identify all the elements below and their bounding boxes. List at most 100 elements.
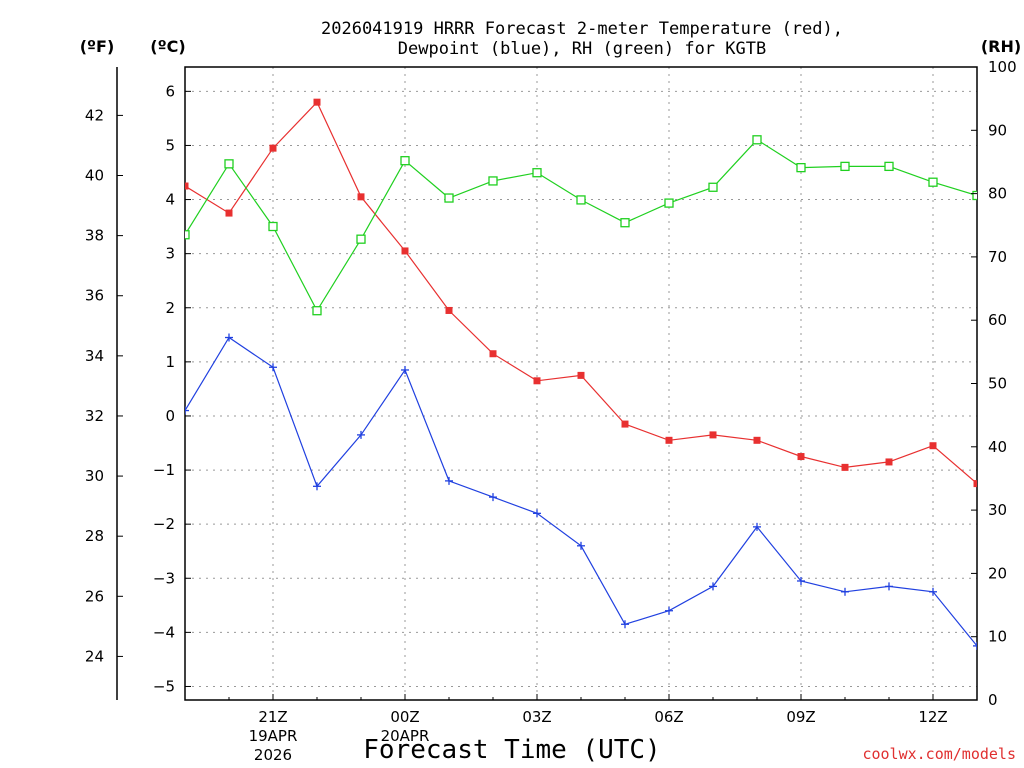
rh-point [312, 306, 322, 316]
x-tick-label: 03Z [522, 708, 551, 726]
temperature-point [753, 436, 761, 444]
rh-point [928, 177, 938, 187]
dewpoint-point [357, 430, 365, 439]
chart-title-line-1: 2026041919 HRRR Forecast 2-meter Tempera… [321, 19, 843, 39]
rh-tick-label: 90 [988, 121, 1007, 139]
rh-tick-label: 80 [988, 185, 1007, 203]
temperature-point [401, 247, 409, 255]
rh-point [185, 230, 190, 240]
rh-point [708, 182, 718, 192]
series-temperature [185, 98, 977, 488]
x-tick-label: 21Z [258, 708, 287, 726]
celsius-tick-label: −1 [153, 461, 175, 479]
dewpoint-point [621, 620, 629, 629]
rh-tick-label: 60 [988, 311, 1007, 329]
rh-tick-label: 50 [988, 375, 1007, 393]
x-tick-label: 06Z [654, 708, 683, 726]
fahrenheit-tick-label: 36 [85, 287, 104, 305]
dewpoint-point [885, 582, 893, 591]
rh-point [400, 156, 410, 166]
temperature-point [533, 377, 541, 385]
series-line-rh [185, 139, 977, 312]
dewpoint-point [709, 582, 717, 591]
fahrenheit-tick-label: 32 [85, 407, 104, 425]
chart-title-line-2: Dewpoint (blue), RH (green) for KGTB [398, 39, 766, 59]
x-tick-label: 00Z [390, 708, 419, 726]
temperature-point [313, 98, 321, 106]
x-axis-title: Forecast Time (UTC) [363, 735, 660, 765]
dewpoint-point [973, 641, 977, 650]
rh-tick-label: 10 [988, 628, 1007, 646]
credit-text: coolwx.com/models [862, 745, 1016, 763]
series-line-temperature [185, 101, 977, 485]
celsius-tick-label: −4 [153, 623, 175, 641]
rh-tick-label: 30 [988, 501, 1007, 519]
dewpoint-point [797, 576, 805, 585]
rh-point [972, 190, 977, 201]
plot-area-frame [184, 66, 978, 701]
series-line-dewpoint [185, 336, 977, 647]
dewpoint-point [445, 476, 453, 485]
x-tick-label: 12Z [918, 708, 947, 726]
rh-point [576, 195, 586, 205]
temperature-point [841, 463, 849, 471]
celsius-tick-label: −2 [153, 515, 175, 533]
rh-tick-label: 70 [988, 248, 1007, 266]
dewpoint-point [489, 493, 497, 502]
rh-point [224, 159, 234, 169]
temperature-point [929, 442, 937, 450]
dewpoint-point [665, 606, 673, 615]
temperature-point [357, 193, 365, 201]
rh-tick-label: 0 [988, 691, 998, 709]
x-tick-label: 2026 [254, 746, 292, 764]
celsius-tick-label: 1 [165, 353, 175, 371]
rh-point [444, 193, 454, 203]
temperature-point [709, 431, 717, 439]
temperature-point [445, 306, 453, 314]
fahrenheit-tick-label: 34 [85, 347, 104, 365]
celsius-tick-label: −3 [153, 569, 175, 587]
celsius-tick-label: 5 [165, 136, 175, 154]
rh-tick-label: 40 [988, 438, 1007, 456]
temperature-point [225, 209, 233, 217]
celsius-tick-label: −5 [153, 677, 175, 695]
rh-point [664, 198, 674, 208]
rh-point [532, 168, 542, 178]
celsius-tick-label: 4 [165, 191, 175, 209]
dewpoint-point [185, 406, 189, 415]
temperature-point [973, 480, 977, 488]
temperature-point [621, 420, 629, 428]
rh-tick-label: 20 [988, 564, 1007, 582]
series-layer [185, 98, 977, 650]
dewpoint-point [929, 587, 937, 596]
rh-point [840, 161, 850, 172]
dewpoint-point [313, 482, 321, 491]
rh-point [752, 135, 762, 145]
grid-lines [185, 67, 977, 700]
x-tick-label: 20APR [381, 727, 430, 745]
rh-point [488, 176, 498, 186]
x-tick-label: 19APR [249, 727, 298, 745]
rh-point [268, 221, 278, 232]
fahrenheit-tick-label: 42 [85, 106, 104, 124]
rh-point [884, 161, 894, 172]
celsius-tick-label: 2 [165, 299, 175, 317]
series-rh [185, 135, 977, 316]
celsius-tick-label: 3 [165, 245, 175, 263]
dewpoint-point [533, 509, 541, 518]
fahrenheit-tick-label: 38 [85, 227, 104, 245]
celsius-tick-label: 6 [165, 82, 175, 100]
temperature-point [797, 453, 805, 461]
celsius-tick-label: 0 [165, 407, 175, 425]
dewpoint-point [577, 541, 585, 550]
dewpoint-point [753, 522, 761, 531]
fahrenheit-tick-label: 30 [85, 467, 104, 485]
temperature-point [489, 350, 497, 358]
dewpoint-point [269, 363, 277, 372]
rh-unit-label: (RH) [981, 37, 1021, 56]
x-tick-label: 09Z [786, 708, 815, 726]
rh-point [356, 234, 366, 244]
rh-point [796, 162, 806, 173]
dewpoint-point [841, 587, 849, 596]
